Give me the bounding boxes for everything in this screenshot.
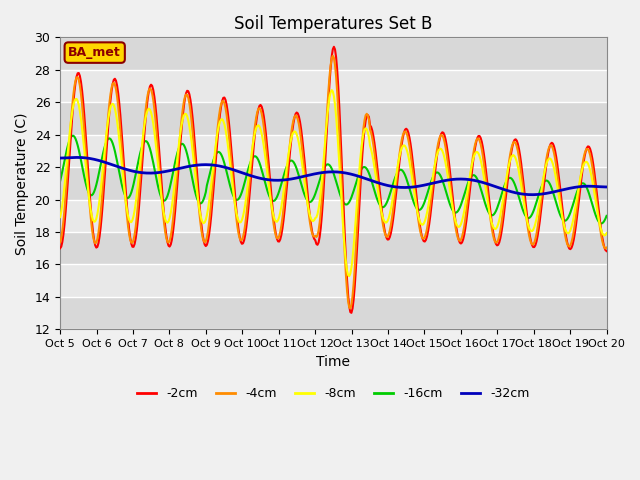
Bar <box>60 70 607 102</box>
X-axis label: Time: Time <box>316 355 350 369</box>
Bar <box>60 135 607 167</box>
Bar <box>60 37 607 70</box>
Bar <box>60 167 607 200</box>
Bar <box>60 200 607 232</box>
Bar <box>60 102 607 135</box>
Title: Soil Temperatures Set B: Soil Temperatures Set B <box>234 15 433 33</box>
Bar <box>60 232 607 264</box>
Legend: -2cm, -4cm, -8cm, -16cm, -32cm: -2cm, -4cm, -8cm, -16cm, -32cm <box>132 382 534 405</box>
Bar <box>60 264 607 297</box>
Bar <box>60 297 607 329</box>
Y-axis label: Soil Temperature (C): Soil Temperature (C) <box>15 112 29 254</box>
Text: BA_met: BA_met <box>68 46 121 59</box>
